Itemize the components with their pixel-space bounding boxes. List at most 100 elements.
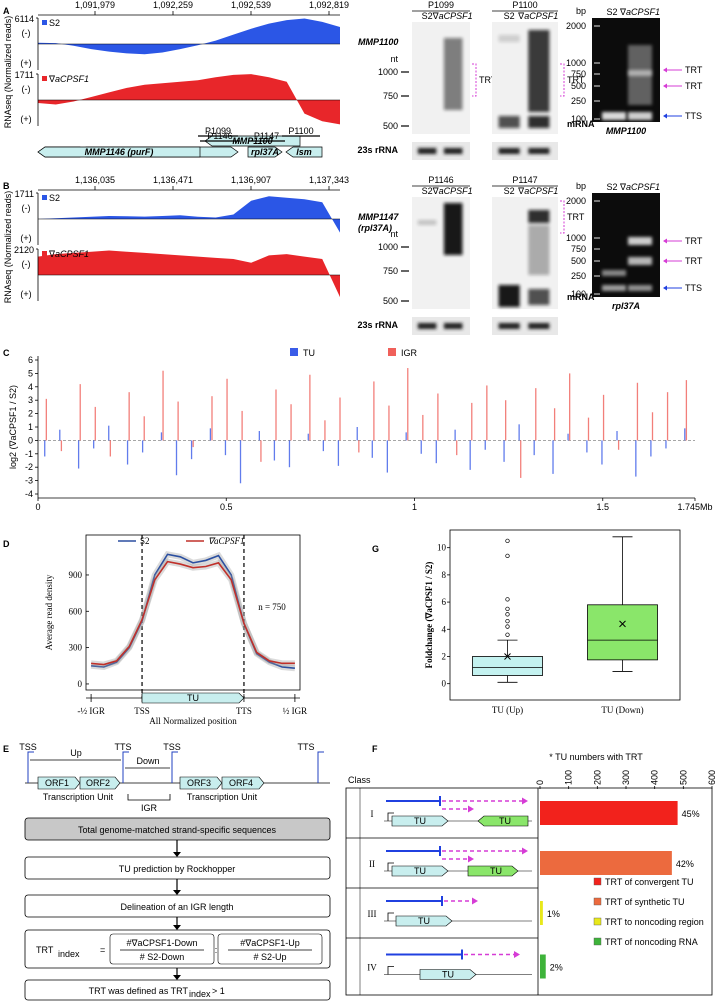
probe-label: P1147 — [254, 131, 279, 141]
blot-band — [498, 116, 520, 128]
numerator: #∇aCPSF1-Down — [126, 938, 197, 948]
x-tick-label: 400 — [650, 770, 660, 785]
coordinate-label: 1,136,907 — [231, 175, 271, 185]
strand-label: (-) — [22, 259, 31, 269]
strand-label: (+) — [20, 114, 31, 124]
share-label: 42% — [676, 859, 694, 869]
gel-caption: MMP1100 — [606, 126, 646, 136]
plot-frame — [449, 529, 681, 701]
panel-label: C — [3, 348, 10, 358]
outlier — [505, 612, 510, 617]
readthrough-head — [514, 951, 520, 958]
gel-label: TTS — [685, 283, 702, 293]
lane-label: S2 — [422, 11, 433, 21]
marker-unit: nt — [390, 229, 398, 239]
class-label: I — [371, 809, 374, 819]
legend-label: TRT of synthetic TU — [605, 897, 685, 907]
coordinate-label: 1,136,471 — [153, 175, 193, 185]
bar — [540, 901, 543, 925]
loading-strip — [412, 142, 470, 160]
x-tick-label: ½ IGR — [283, 706, 308, 716]
bar — [540, 954, 546, 979]
ladder-band — [594, 62, 600, 64]
loading-strip — [412, 317, 470, 335]
readthrough-head — [522, 797, 528, 805]
lane-label: ∇aCPSF1 — [432, 186, 473, 196]
orf-label: ORF1 — [45, 778, 69, 788]
y-axis-title: RNAseq (Normalized reads) — [3, 16, 13, 129]
strand-label: (+) — [20, 233, 31, 243]
flow-arrow-head — [173, 925, 181, 930]
marker-unit: bp — [576, 181, 586, 191]
blot-title: MMP1100 — [358, 37, 398, 47]
loading-strip — [492, 142, 558, 160]
y-tick-label: 0 — [28, 435, 33, 445]
fraction-box — [109, 933, 215, 965]
table-frame — [345, 787, 713, 996]
coordinate-label: 1,091,979 — [75, 0, 115, 10]
probe-label: P1099 — [205, 126, 231, 136]
y-tick-label: 2 — [442, 651, 447, 661]
gel-band — [628, 112, 652, 120]
y-tick-label: 600 — [69, 606, 83, 616]
class-label: III — [368, 909, 377, 919]
tu-box — [419, 969, 477, 980]
probe-label: P1100 — [288, 126, 313, 136]
y-tick-label: 300 — [69, 643, 83, 653]
probe-label: P1147 — [512, 175, 537, 185]
legend-swatch — [42, 76, 47, 81]
denominator: # S2-Up — [253, 952, 286, 962]
mean-marker — [504, 653, 511, 660]
rrna-band — [498, 148, 520, 154]
y-tick-label: -2 — [25, 462, 33, 472]
outlier — [505, 632, 510, 637]
ladder-band — [594, 100, 600, 102]
loading-strip — [492, 317, 558, 335]
marker-label: 250 — [571, 271, 586, 281]
blot-title: MMP1147 — [358, 212, 399, 222]
rrna-band — [417, 148, 437, 154]
gel-label: TRT — [685, 65, 703, 75]
ladder-band — [594, 25, 600, 27]
panel-label: E — [3, 744, 9, 754]
x-tick-label: 1 — [412, 502, 417, 512]
rrna-band — [443, 148, 463, 154]
gel-band — [602, 270, 626, 276]
x-tick-label: -½ IGR — [77, 706, 105, 716]
class-label: IV — [367, 963, 377, 973]
denominator: # S2-Down — [140, 952, 185, 962]
line — [91, 560, 295, 666]
numerator: #∇aCPSF1-Up — [240, 938, 300, 948]
site-marker — [27, 751, 34, 783]
marker-unit: bp — [576, 6, 586, 16]
tu-label: TU — [499, 816, 511, 826]
orf-label: ORF4 — [229, 778, 253, 788]
gene-arrow — [285, 146, 323, 158]
tu-box-green — [467, 865, 519, 877]
panel-label: B — [3, 181, 10, 191]
legend-swatch — [593, 877, 602, 886]
outlier — [505, 597, 510, 602]
flow-arrow-head — [173, 890, 181, 895]
tu-label: TU — [442, 970, 454, 980]
y-tick-label: 1 — [28, 422, 33, 432]
legend-swatch — [42, 251, 47, 256]
readthrough-head — [472, 897, 478, 905]
x-tick-label: 1.5 — [596, 502, 609, 512]
step-text: Total genome-matched strand-specific seq… — [78, 825, 277, 835]
readthrough-head — [522, 847, 528, 855]
gel-label: TTS — [685, 111, 702, 121]
ladder-band — [594, 118, 600, 120]
marker-label: 1000 — [566, 58, 586, 68]
y-tick-label: 6 — [28, 355, 33, 365]
y-tick-label: 3 — [28, 395, 33, 405]
loading-label: 23s rRNA — [357, 145, 398, 155]
coordinate-label: 1,092,819 — [309, 0, 349, 10]
site-label: TSS — [19, 742, 37, 752]
blot-band — [417, 220, 437, 225]
orf-label: ORF3 — [187, 778, 211, 788]
y-tick-label: -1 — [25, 449, 33, 459]
blot-label: TRT — [567, 75, 585, 85]
note: * TU numbers with TRT — [549, 752, 643, 762]
